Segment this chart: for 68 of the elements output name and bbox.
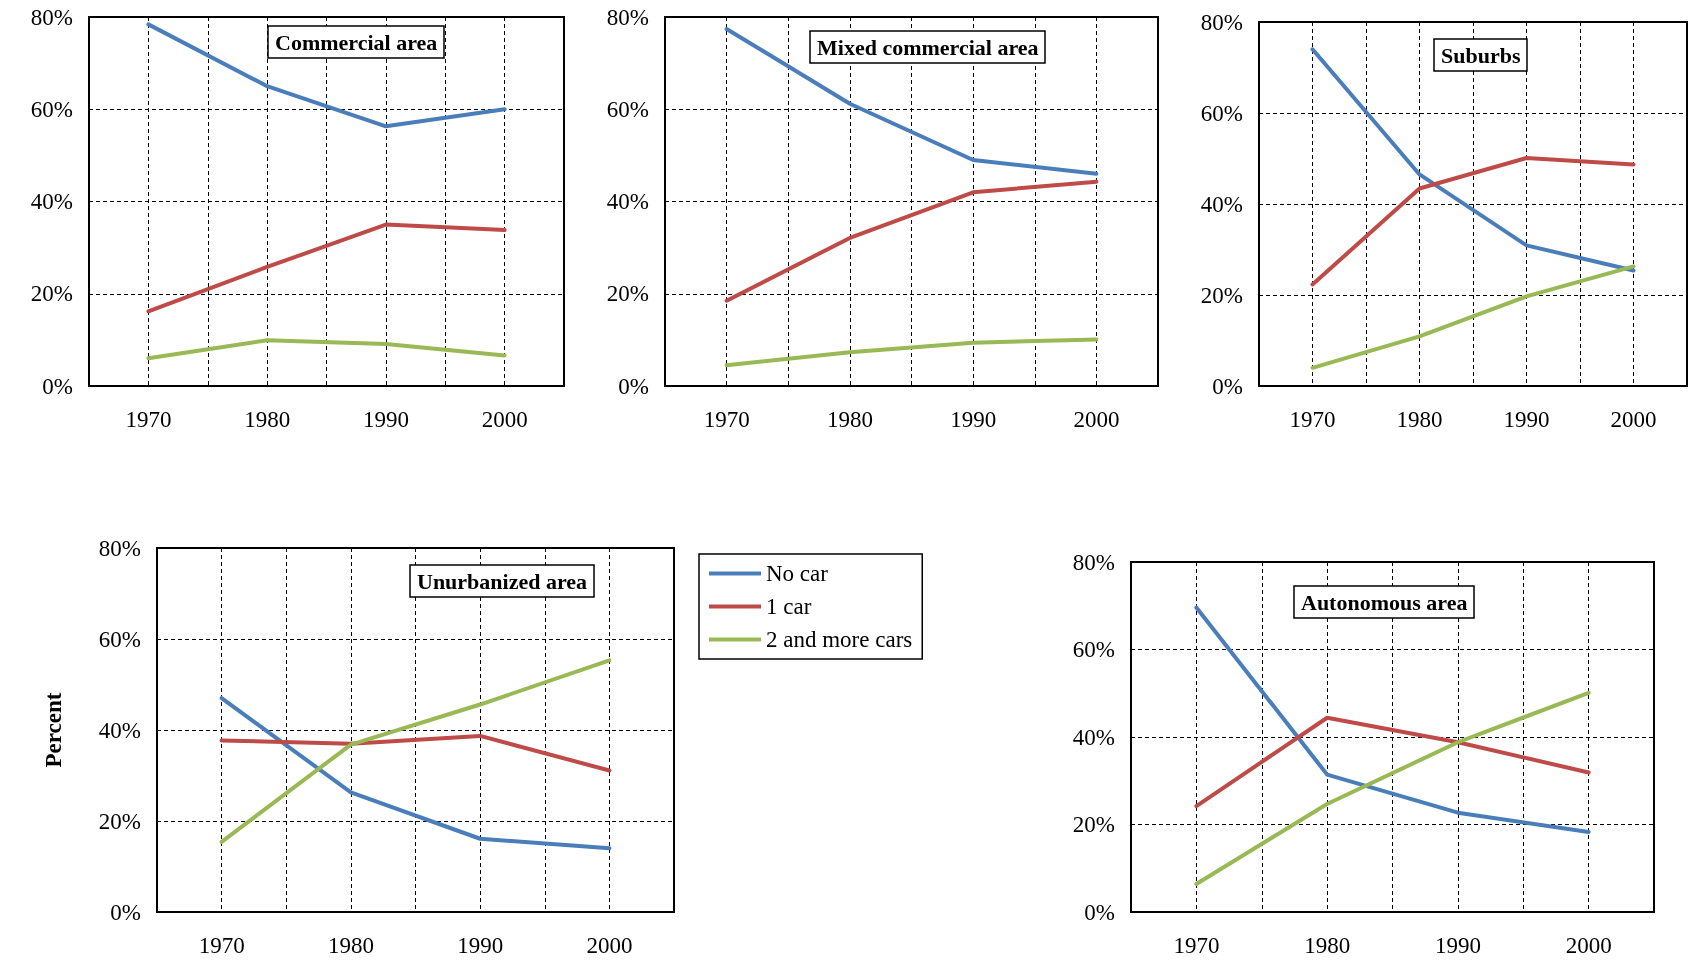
y-tick-label: 20% — [1200, 282, 1243, 308]
legend-label: 1 car — [766, 594, 812, 619]
y-tick-label: 20% — [1072, 812, 1115, 837]
y-tick-label: 80% — [1200, 9, 1243, 35]
y-tick-label: 40% — [30, 189, 73, 214]
text: Suburbs — [1441, 42, 1521, 68]
line-series — [146, 338, 507, 361]
x-tick-label: 1970 — [1289, 407, 1336, 432]
y-tick-label: 80% — [98, 535, 141, 561]
line-series — [724, 26, 1099, 176]
x-tick-label: 1990 — [1503, 407, 1550, 432]
line-series — [1310, 47, 1636, 273]
x-tick-label: 1970 — [198, 933, 245, 958]
text: Commercial area — [275, 29, 438, 55]
line-series — [1310, 156, 1636, 287]
y-tick-label: 60% — [1072, 637, 1115, 662]
text: Unurbanized area — [417, 568, 588, 594]
x-tick-label: 1980 — [327, 933, 374, 958]
x-tick-label: 1990 — [457, 933, 504, 958]
legend-label: No car — [766, 561, 829, 586]
x-tick-label: 2000 — [1073, 407, 1120, 432]
x-tick-label: 1980 — [244, 407, 291, 432]
line-series — [146, 22, 507, 129]
y-tick-label: 40% — [1200, 191, 1243, 217]
x-tick-label: 2000 — [1565, 933, 1612, 958]
legend-label: 2 and more cars — [766, 627, 913, 652]
text: Autonomous area — [1301, 589, 1468, 615]
y-tick-label: 60% — [98, 626, 141, 652]
y-tick-label: 80% — [606, 4, 649, 30]
y-tick-label: 0% — [1212, 373, 1243, 399]
y-tick-label: 80% — [30, 4, 73, 30]
x-tick-label: 1970 — [703, 407, 750, 432]
line-series — [724, 179, 1099, 303]
line-series — [219, 658, 612, 844]
x-tick-label: 1990 — [950, 407, 997, 432]
y-tick-label: 20% — [606, 281, 649, 307]
y-tick-label: 80% — [1072, 549, 1115, 575]
y-axis-title: Percent — [41, 692, 66, 768]
y-tick-label: 20% — [30, 281, 73, 307]
x-tick-label: 1980 — [1304, 933, 1351, 958]
y-tick-label: 40% — [1072, 724, 1115, 750]
y-tick-label: 60% — [1200, 100, 1243, 126]
y-tick-label: 0% — [1084, 899, 1115, 925]
y-tick-label: 0% — [618, 373, 649, 399]
y-tick-label: 0% — [110, 899, 141, 925]
line-series — [146, 222, 507, 314]
x-tick-label: 1970 — [1173, 933, 1220, 958]
line-series — [1194, 690, 1591, 886]
line-series — [1194, 715, 1591, 809]
y-tick-label: 40% — [98, 717, 141, 743]
x-tick-label: 2000 — [481, 407, 528, 432]
line-series — [724, 337, 1099, 368]
text: Mixed commercial area — [817, 34, 1039, 60]
y-tick-label: 0% — [42, 373, 73, 399]
y-tick-label: 20% — [98, 808, 141, 834]
x-tick-label: 2000 — [1610, 407, 1657, 432]
x-tick-label: 1980 — [826, 407, 873, 432]
y-tick-label: 60% — [30, 96, 73, 122]
y-tick-label: 60% — [606, 96, 649, 122]
line-series — [1310, 264, 1636, 370]
x-tick-label: 1990 — [362, 407, 409, 432]
line-series — [219, 696, 612, 851]
x-tick-label: 2000 — [586, 933, 633, 958]
line-series — [219, 733, 612, 773]
x-tick-label: 1970 — [125, 407, 172, 432]
x-tick-label: 1990 — [1434, 933, 1481, 958]
y-tick-label: 40% — [606, 189, 649, 214]
x-tick-label: 1980 — [1396, 407, 1443, 432]
